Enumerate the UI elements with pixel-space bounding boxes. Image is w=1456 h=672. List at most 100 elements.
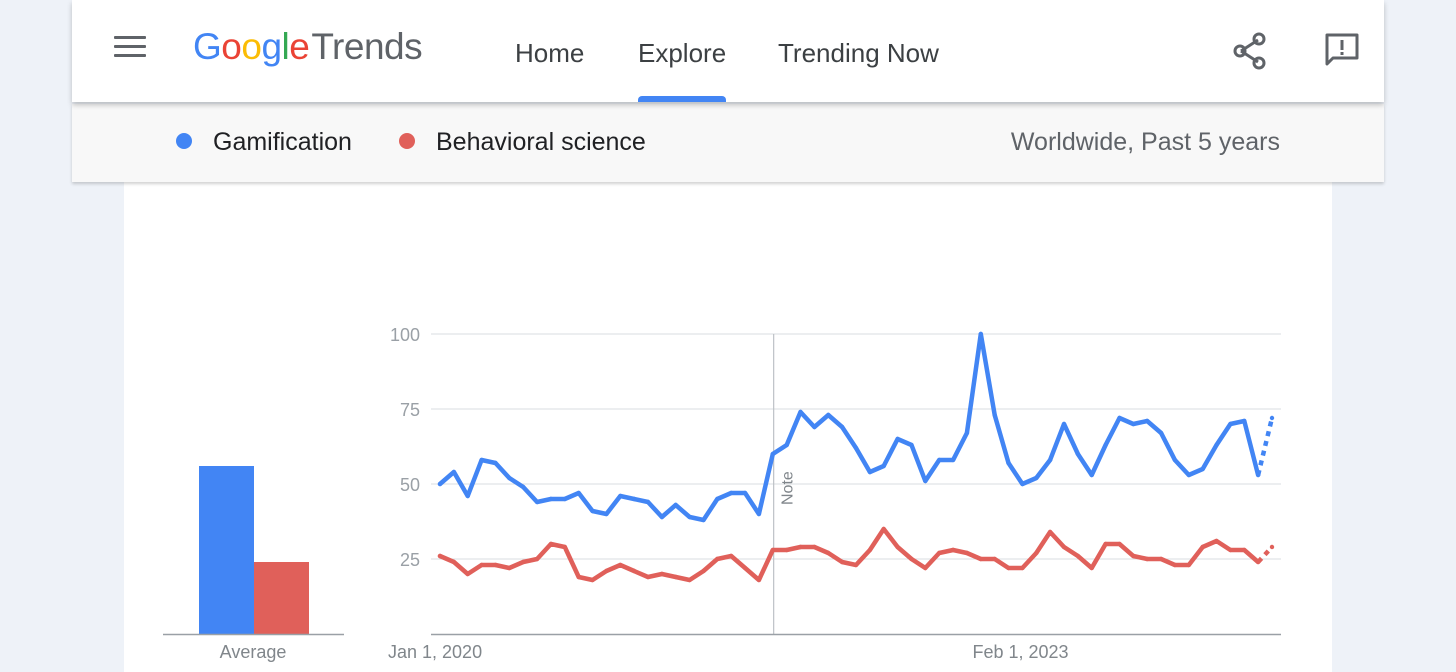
data-point-behavioral-science <box>1117 541 1122 547</box>
data-point-behavioral-science <box>1228 547 1233 553</box>
data-point-gamification <box>992 412 997 418</box>
series-line-behavioral-science <box>437 526 1261 583</box>
data-point-gamification <box>1214 442 1219 448</box>
data-point-behavioral-science <box>1089 565 1094 571</box>
logo-letter: o <box>241 26 262 67</box>
logo-letter: o <box>221 26 242 67</box>
data-point-behavioral-science <box>992 556 997 562</box>
data-point-behavioral-science <box>659 571 665 577</box>
data-point-behavioral-science <box>950 547 956 553</box>
average-bar-chart: Average <box>163 466 344 662</box>
data-point-behavioral-science <box>770 547 775 553</box>
chart-card <box>124 150 1332 672</box>
data-point-behavioral-science <box>937 550 942 556</box>
data-point-gamification <box>729 490 734 496</box>
data-point-gamification <box>673 502 678 508</box>
term-behavioral-science[interactable]: Behavioral science <box>399 128 646 157</box>
data-point-behavioral-science <box>645 574 651 580</box>
menu-icon[interactable] <box>114 36 146 62</box>
data-point-gamification <box>590 508 595 514</box>
data-point-gamification <box>1200 466 1205 472</box>
data-point-gamification <box>451 469 457 475</box>
data-point-behavioral-science <box>798 544 803 550</box>
share-icon[interactable] <box>1232 32 1268 70</box>
data-point-behavioral-science <box>784 547 789 553</box>
data-point-gamification <box>1228 421 1233 427</box>
data-point-gamification <box>1047 457 1053 463</box>
data-point-behavioral-science <box>437 553 443 559</box>
data-point-gamification <box>659 514 665 520</box>
data-point-behavioral-science <box>812 544 817 550</box>
nav-explore[interactable]: Explore <box>638 38 727 68</box>
data-point-gamification <box>950 457 956 463</box>
data-point-behavioral-science <box>853 562 859 568</box>
data-point-gamification <box>604 511 609 517</box>
data-point-behavioral-science <box>562 544 567 550</box>
chart-axes: Jan 1, 2020 Feb 1, 2023 <box>388 633 1281 662</box>
data-point-gamification <box>618 493 623 499</box>
data-point-gamification <box>1255 472 1261 478</box>
series-partial-behavioral-science <box>1256 545 1274 564</box>
data-point-behavioral-science <box>895 544 900 550</box>
google-trends-logo[interactable]: GoogleTrends <box>193 26 423 68</box>
logo-letter: g <box>261 26 282 67</box>
data-point-gamification <box>770 451 775 457</box>
data-point-behavioral-science <box>1061 544 1067 550</box>
data-point-behavioral-science <box>1103 541 1108 547</box>
chart-gridlines: 25 50 75 100 Note <box>390 325 1281 634</box>
term-label: Behavioral science <box>436 128 646 156</box>
data-point-behavioral-science <box>1200 544 1205 550</box>
region-time-filter[interactable]: Worldwide, Past 5 years <box>1010 128 1280 156</box>
term-gamification[interactable]: Gamification <box>176 128 352 157</box>
data-point-behavioral-science <box>673 574 678 580</box>
data-point-behavioral-science <box>1242 547 1247 553</box>
data-point-gamification <box>839 424 845 430</box>
data-point-gamification <box>1131 421 1136 427</box>
note-label: Note <box>780 471 797 505</box>
feedback-icon[interactable] <box>1324 32 1360 68</box>
data-point-gamification <box>937 457 942 463</box>
data-point-behavioral-science <box>978 556 983 562</box>
data-point-behavioral-science <box>1145 556 1150 562</box>
legend-dot-gamification <box>176 133 192 150</box>
data-point-behavioral-science <box>1075 553 1081 559</box>
nav-trending-now[interactable]: Trending Now <box>778 38 939 68</box>
data-point-gamification <box>812 424 817 430</box>
data-point-behavioral-science <box>1269 544 1275 550</box>
data-point-gamification <box>562 496 567 502</box>
data-point-behavioral-science <box>1255 559 1261 565</box>
data-point-gamification <box>909 442 914 448</box>
data-point-behavioral-science <box>715 556 720 562</box>
app-header: GoogleTrends Home Explore Trending Now <box>72 0 1384 102</box>
data-point-behavioral-science <box>1214 538 1219 544</box>
data-point-gamification <box>645 499 651 505</box>
data-point-gamification <box>687 514 692 520</box>
data-point-behavioral-science <box>1020 565 1025 571</box>
data-point-gamification <box>1075 451 1081 457</box>
data-point-gamification <box>756 511 762 517</box>
data-point-gamification <box>701 517 706 523</box>
data-point-gamification <box>742 490 748 496</box>
data-point-behavioral-science <box>881 526 886 532</box>
data-point-gamification <box>964 430 970 436</box>
data-point-gamification <box>853 445 859 451</box>
line-chart-series <box>437 331 1275 583</box>
data-point-gamification <box>521 484 526 490</box>
y-tick-label-100: 100 <box>390 325 420 345</box>
data-point-gamification <box>1061 421 1067 427</box>
logo-letter: e <box>289 26 310 67</box>
data-point-gamification <box>631 496 637 502</box>
data-point-behavioral-science <box>742 565 748 571</box>
data-point-gamification <box>881 463 886 469</box>
y-tick-label-75: 75 <box>400 400 420 420</box>
data-point-gamification <box>1145 418 1150 424</box>
nav-home[interactable]: Home <box>515 38 585 68</box>
data-point-gamification <box>465 493 470 499</box>
data-point-gamification <box>978 331 983 337</box>
data-point-gamification <box>867 469 873 475</box>
data-point-gamification <box>784 442 789 448</box>
data-point-gamification <box>715 496 720 502</box>
term-label: Gamification <box>213 128 352 156</box>
data-point-behavioral-science <box>923 565 928 571</box>
